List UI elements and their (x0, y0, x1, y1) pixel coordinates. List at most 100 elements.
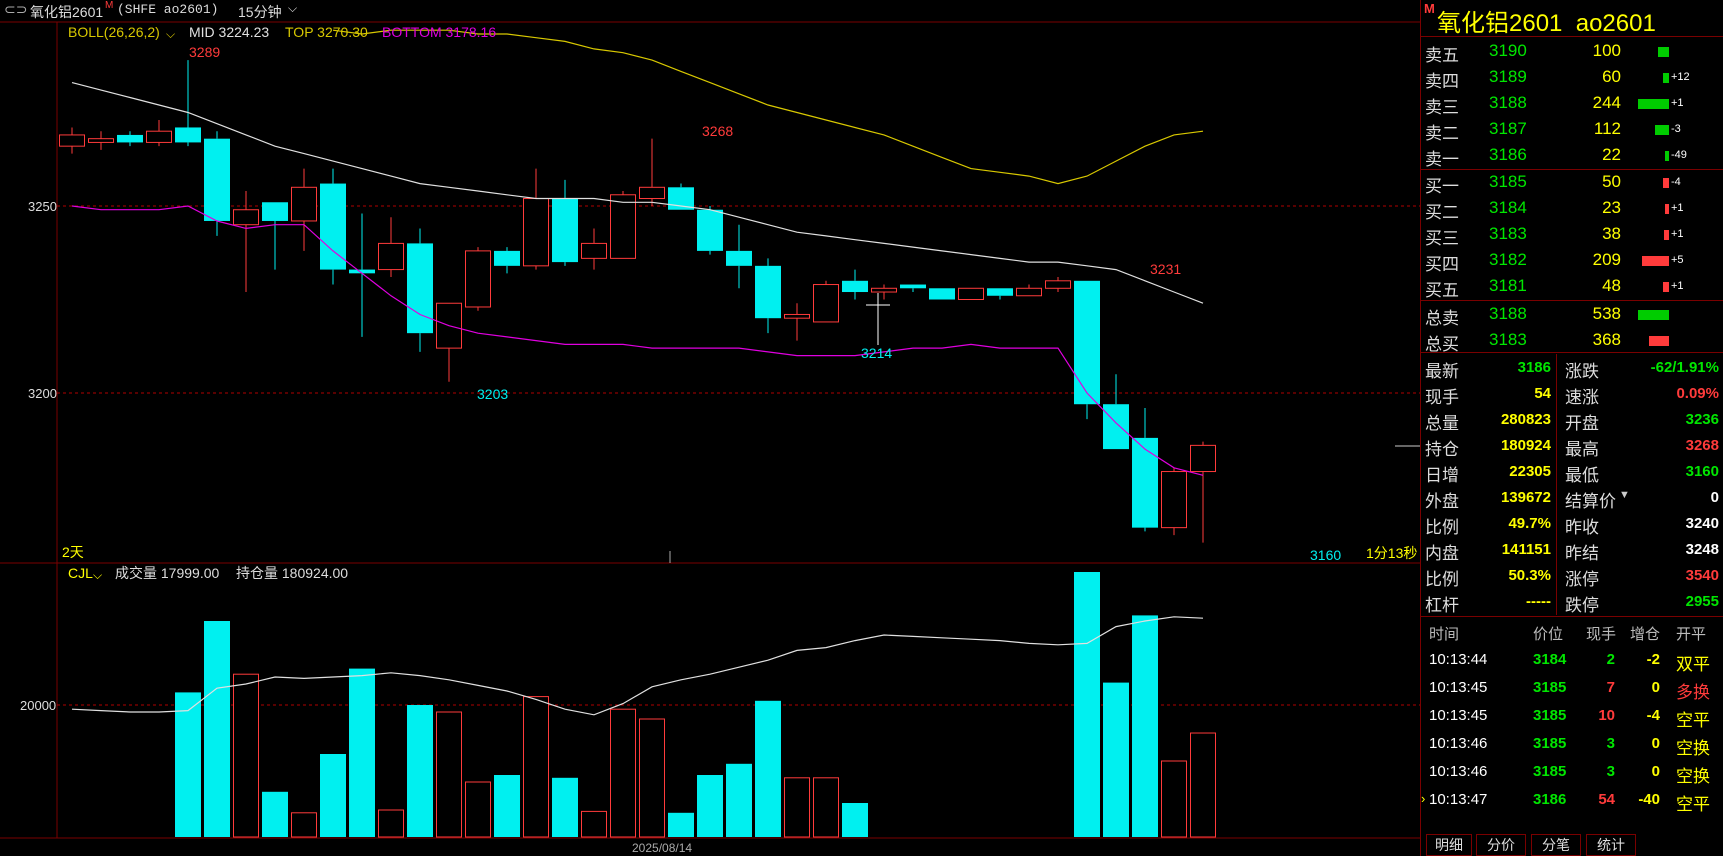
tick-header: 时间 价位 现手 增仓 开平 (1421, 620, 1723, 646)
qty-bar (1649, 336, 1669, 346)
order-book-row[interactable]: 卖三 3188 244 +1 (1421, 90, 1723, 117)
tab-trades[interactable]: 分笔 (1531, 834, 1581, 856)
tick-price: 3186 (1533, 791, 1567, 808)
boll-label[interactable]: BOLL(26,26,2) (68, 24, 160, 40)
tick-price: 3185 (1533, 707, 1567, 724)
candle (88, 131, 114, 150)
tick-row[interactable]: 10:13:46 3185 3 0 空换 (1421, 732, 1723, 758)
candle (1016, 284, 1042, 297)
stat-value: 50.3% (1508, 567, 1551, 584)
tick-hand: 2 (1606, 651, 1615, 668)
tick-type: 空平 (1676, 711, 1710, 730)
tick-type: 空平 (1676, 795, 1710, 814)
stat-value: 54 (1534, 385, 1551, 402)
level-label: 卖一 (1425, 150, 1459, 169)
tab-price[interactable]: 分价 (1476, 834, 1526, 856)
candle (117, 131, 143, 147)
volume-bar (639, 718, 665, 838)
market-marker: M (105, 0, 114, 11)
cjl-label[interactable]: CJL (68, 565, 93, 581)
tick-oi: -2 (1646, 651, 1660, 668)
qty-bar (1663, 282, 1669, 292)
stat-value: 3186 (1517, 359, 1551, 376)
order-book-row[interactable]: 买五 3181 48 +1 (1421, 273, 1723, 300)
volume-bar (1132, 615, 1158, 837)
order-book-row[interactable]: 卖四 3189 60 +12 (1421, 64, 1723, 91)
order-book-row[interactable]: 买二 3184 23 +1 (1421, 195, 1723, 222)
stat-row: 现手 54 速涨 0.09% (1421, 380, 1723, 407)
candle (552, 179, 578, 266)
candle (581, 228, 607, 270)
candle (639, 138, 665, 206)
level-price: 3188 (1489, 304, 1527, 323)
level-change: -4 (1671, 176, 1681, 188)
order-book-row[interactable]: 总卖 3188 538 (1421, 301, 1723, 328)
level-price: 3183 (1489, 330, 1527, 349)
stat-label: 结算价 (1565, 492, 1616, 511)
level-qty: 244 (1592, 93, 1621, 112)
order-book-row[interactable]: 卖一 3186 22 -49 (1421, 142, 1723, 169)
stat-value: 141151 (1501, 541, 1551, 558)
candle (320, 168, 346, 285)
candle (1161, 467, 1187, 536)
tick-row[interactable]: 10:13:44 3184 2 -2 双平 (1421, 648, 1723, 674)
qty-bar (1664, 230, 1669, 240)
stat-row: 内盘 141151 昨结 3248 (1421, 536, 1723, 563)
chevron-down-icon[interactable]: ⌵ (93, 568, 102, 582)
candle (262, 202, 288, 270)
boll-mid-value: MID 3224.23 (189, 24, 269, 40)
candle (523, 168, 549, 270)
chevron-down-icon[interactable]: ⌵ (166, 27, 175, 41)
order-book-row[interactable]: 总买 3183 368 (1421, 327, 1723, 354)
level-change: +5 (1671, 254, 1684, 266)
chevron-down-icon[interactable]: ▼ (1619, 489, 1630, 501)
level-qty: 112 (1593, 119, 1621, 138)
cursor-icon: › (1421, 791, 1426, 806)
low-annotation: 3160 (1310, 547, 1341, 563)
order-book-row[interactable]: 买一 3185 50 -4 (1421, 169, 1723, 196)
stat-row: 总量 280823 开盘 3236 (1421, 406, 1723, 433)
candle (465, 247, 491, 311)
candle (349, 213, 375, 337)
order-book-row[interactable]: 买三 3183 38 +1 (1421, 221, 1723, 248)
candle (494, 247, 520, 274)
tab-detail[interactable]: 明细 (1426, 834, 1472, 856)
stat-label: 比例 (1425, 518, 1459, 537)
stat-row: 比例 50.3% 涨停 3540 (1421, 562, 1723, 589)
volume-bar (755, 700, 781, 837)
tick-type: 双平 (1676, 655, 1710, 674)
candle (958, 287, 984, 300)
level-price: 3183 (1489, 224, 1527, 243)
candle (610, 191, 636, 259)
stat-value: 0 (1710, 489, 1719, 506)
volume-bar (581, 810, 607, 838)
tick-oi: 0 (1651, 679, 1660, 696)
order-book-row[interactable]: 买四 3182 209 +5 (1421, 247, 1723, 274)
tab-stats[interactable]: 统计 (1586, 834, 1636, 856)
stat-row: 杠杆 ----- 跌停 2955 (1421, 588, 1723, 615)
candle-layer (59, 29, 1216, 543)
volume-layer (71, 572, 1216, 838)
kline-chart[interactable]: 3250 3200 20000 3289 3268 3203 3214 3231… (0, 0, 1420, 856)
candle (842, 269, 868, 300)
link-icon[interactable]: ⊂⊃ (4, 1, 28, 17)
volume-tick-label: 20000 (20, 698, 56, 713)
tick-row[interactable]: 10:13:45 3185 7 0 多换 (1421, 676, 1723, 702)
tick-row[interactable]: 10:13:45 3185 10 -4 空平 (1421, 704, 1723, 730)
tick-time: 10:13:46 (1429, 735, 1488, 752)
tick-row[interactable]: 10:13:46 3185 3 0 空换 (1421, 760, 1723, 786)
level-label: 买一 (1425, 177, 1459, 196)
level-price: 3182 (1489, 250, 1527, 269)
candle (175, 60, 201, 147)
tick-time: 10:13:45 (1429, 707, 1488, 724)
tick-hand: 10 (1598, 707, 1615, 724)
volume-bar (494, 775, 520, 837)
tick-row[interactable]: › 10:13:47 3186 54 -40 空平 (1421, 788, 1723, 814)
qty-bar (1665, 151, 1669, 161)
period-selector[interactable]: 15分钟 (238, 4, 282, 20)
order-book-row[interactable]: 卖五 3190 100 (1421, 38, 1723, 65)
chevron-down-icon[interactable]: ⌵ (288, 1, 298, 15)
level-price: 3187 (1489, 119, 1527, 138)
high-annotation: 3268 (702, 123, 733, 139)
order-book-row[interactable]: 卖二 3187 112 -3 (1421, 116, 1723, 143)
